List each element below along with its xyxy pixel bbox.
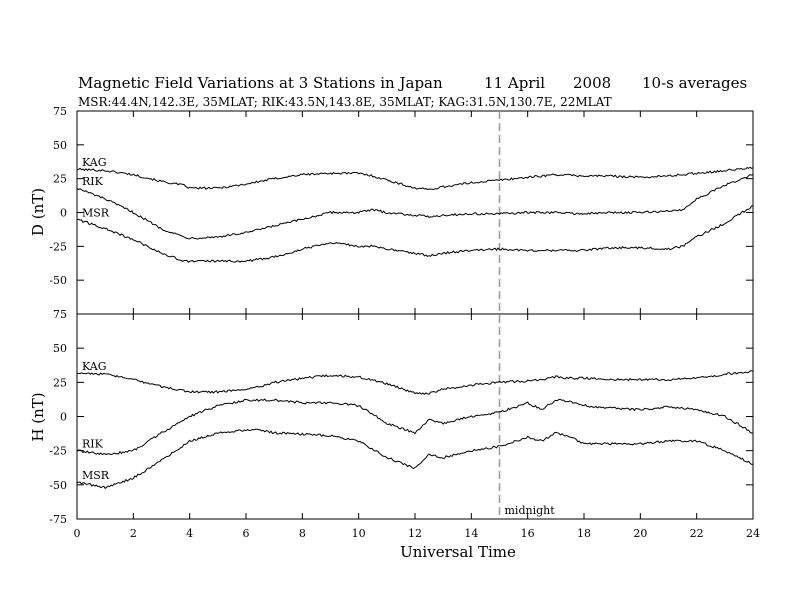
d-series-line-msr: [76, 205, 754, 264]
d-ytick-label: -25: [49, 240, 67, 253]
h-series-line-rik: [76, 398, 754, 456]
chart-date: 11 April: [484, 74, 545, 92]
xtick-label: 8: [299, 527, 306, 540]
d-series-label-rik: RIK: [82, 175, 104, 188]
x-axis-ticks: 0 2 4 6 8 10 12 14 16 18 20 22 24: [74, 527, 761, 540]
h-series-line-msr: [76, 428, 754, 490]
d-panel-series: KAG RIK MSR: [76, 156, 754, 264]
h-ytick-label: 25: [53, 376, 67, 389]
xtick-label: 14: [464, 527, 478, 540]
h-series-label-kag: KAG: [82, 360, 107, 373]
xtick-label: 12: [408, 527, 422, 540]
xtick-label: 0: [74, 527, 81, 540]
xtick-label: 20: [633, 527, 647, 540]
d-ytick-label: 0: [60, 207, 67, 220]
h-ytick-label: -75: [49, 513, 67, 526]
d-ytick-label: 50: [53, 139, 67, 152]
h-ytick-label: -25: [49, 445, 67, 458]
d-series-line-kag: [76, 166, 754, 191]
chart-averaging: 10-s averages: [642, 74, 747, 92]
h-ytick-label: -50: [49, 479, 67, 492]
d-series-label-msr: MSR: [82, 206, 110, 219]
d-axis-label: D (nT): [29, 188, 47, 236]
h-panel-ticks: -75 -50 -25 0 25 50 75: [49, 308, 754, 526]
h-ytick-label: 50: [53, 342, 67, 355]
d-series-line-rik: [76, 174, 754, 240]
chart-year: 2008: [573, 74, 611, 92]
h-ytick-label: 0: [60, 411, 67, 424]
xtick-label: 18: [577, 527, 591, 540]
d-ytick-label: 75: [53, 105, 67, 118]
d-series-label-kag: KAG: [82, 156, 107, 169]
midnight-label: midnight: [505, 504, 556, 517]
xtick-label: 6: [243, 527, 250, 540]
xtick-label: 4: [186, 527, 193, 540]
d-ytick-label: -50: [49, 274, 67, 287]
d-ytick-label: 25: [53, 173, 67, 186]
xtick-label: 2: [130, 527, 137, 540]
h-series-line-kag: [76, 370, 754, 395]
stations-info: MSR:44.4N,142.3E, 35MLAT; RIK:43.5N,143.…: [78, 95, 612, 109]
h-panel-frame: [76, 313, 754, 520]
d-panel-ticks: -50 -25 0 25 50 75: [49, 105, 754, 314]
chart-title: Magnetic Field Variations at 3 Stations …: [78, 74, 443, 92]
h-series-label-msr: MSR: [82, 469, 110, 482]
x-axis-label: Universal Time: [400, 543, 516, 561]
h-ytick-label: 75: [53, 308, 67, 321]
h-axis-label: H (nT): [29, 392, 47, 441]
xtick-label: 16: [521, 527, 535, 540]
xtick-label: 24: [746, 527, 760, 540]
xtick-label: 10: [352, 527, 366, 540]
h-panel-series: KAG RIK MSR: [76, 360, 754, 490]
h-series-label-rik: RIK: [82, 438, 104, 451]
xtick-label: 22: [690, 527, 704, 540]
